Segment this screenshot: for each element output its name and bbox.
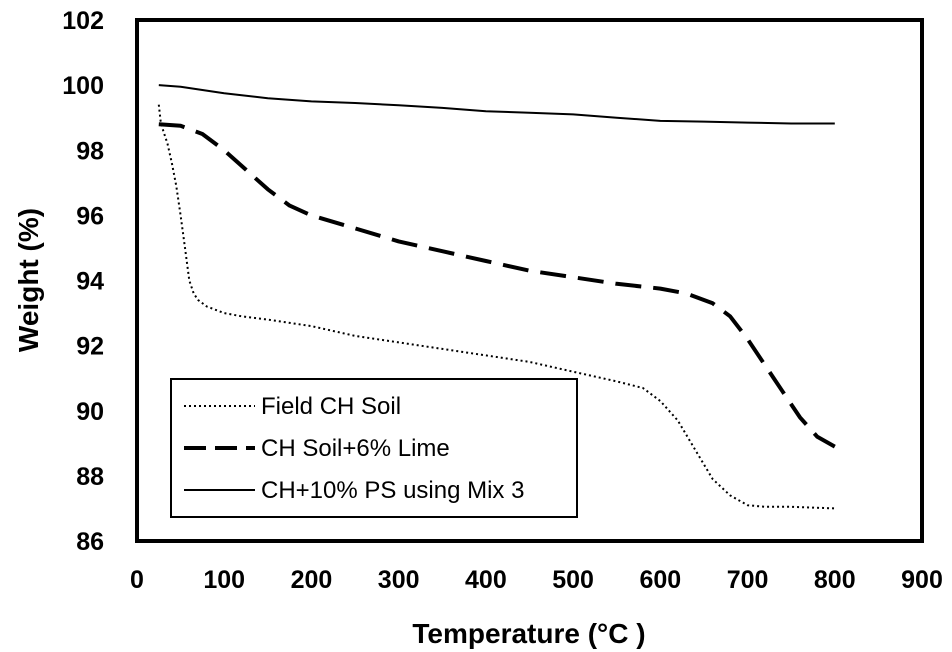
x-tick-label: 300 — [378, 566, 420, 594]
x-tick-label: 0 — [130, 566, 144, 594]
legend-entries: Field CH Soil CH Soil+6% Lime CH+10% PS us… — [184, 393, 524, 504]
x-tick-label: 600 — [639, 566, 681, 594]
x-tick-label: 100 — [203, 566, 245, 594]
y-tick-labels: 86 88 90 92 94 96 98 100 102 — [62, 7, 104, 556]
x-tick-label: 500 — [552, 566, 594, 594]
y-tick-label: 98 — [76, 137, 104, 165]
y-axis-title: Weight (%) — [13, 208, 44, 352]
series-line-1 — [157, 104, 835, 510]
x-axis-title: Temperature (°C ) — [412, 618, 645, 649]
y-tick-label: 102 — [62, 7, 104, 35]
x-tick-label: 200 — [291, 566, 333, 594]
series-line-3 — [158, 84, 835, 125]
series-line-2 — [158, 122, 836, 449]
x-tick-label: 700 — [727, 566, 769, 594]
x-tick-label: 900 — [901, 566, 943, 594]
y-tick-label: 90 — [76, 398, 104, 426]
y-tick-label: 88 — [76, 463, 104, 491]
legend-label: Field CH Soil — [261, 393, 401, 420]
legend-box — [170, 378, 578, 518]
y-tick-label: 94 — [76, 268, 104, 296]
legend-label: CH Soil+6% Lime — [261, 435, 450, 462]
plot-frame — [135, 18, 924, 543]
x-tick-labels: 0 100 200 300 400 500 600 700 800 900 — [130, 566, 943, 594]
legend-label: CH+10% PS using Mix 3 — [261, 477, 524, 504]
legend: Field CH Soil CH Soil+6% Lime CH+10% PS us… — [170, 378, 578, 518]
y-tick-label: 100 — [62, 72, 104, 100]
x-tick-label: 400 — [465, 566, 507, 594]
x-tick-label: 800 — [814, 566, 856, 594]
y-tick-label: 92 — [76, 333, 104, 361]
y-tick-label: 86 — [76, 528, 104, 556]
y-tick-label: 96 — [76, 202, 104, 230]
series-layer — [157, 84, 836, 510]
